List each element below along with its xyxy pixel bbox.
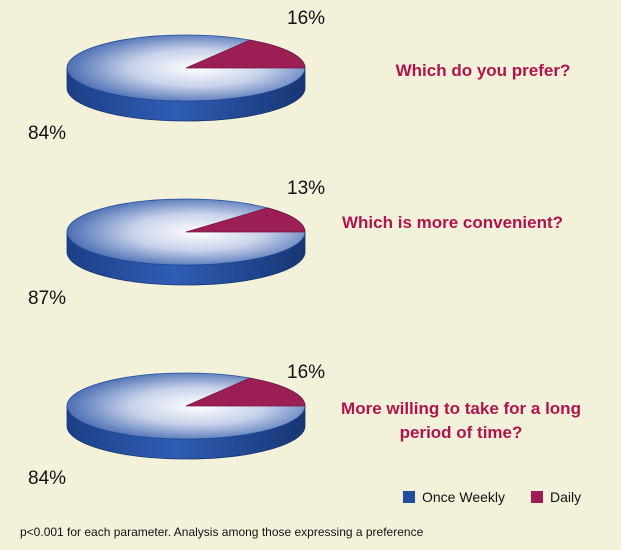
pie-chart-prefer bbox=[66, 34, 306, 122]
pie-slice-daily bbox=[185, 377, 306, 407]
pie-chart-convenient bbox=[66, 198, 306, 286]
question-long-period: More willing to take for a long period o… bbox=[341, 399, 581, 442]
pie-slice-daily bbox=[185, 207, 306, 233]
legend-label-daily: Daily bbox=[550, 489, 582, 505]
question-prefer: Which do you prefer? bbox=[395, 61, 571, 80]
pie-2-daily-pct: 13% bbox=[287, 178, 326, 199]
footnote: p<0.001 for each parameter. Analysis amo… bbox=[20, 525, 424, 539]
legend-item-daily: Daily bbox=[531, 489, 581, 505]
legend-swatch-once-weekly bbox=[403, 491, 415, 503]
pie-3-daily-pct: 16% bbox=[287, 362, 326, 383]
pie-3-weekly-pct: 84% bbox=[28, 468, 67, 489]
pie-2-weekly-pct: 87% bbox=[28, 288, 67, 309]
pie-1-weekly-pct: 84% bbox=[28, 123, 67, 144]
pie-1-daily-pct: 16% bbox=[287, 8, 326, 29]
legend-label-once-weekly: Once Weekly bbox=[422, 489, 505, 505]
pie-chart-long-period bbox=[66, 372, 306, 460]
legend-swatch-daily bbox=[531, 491, 543, 503]
question-convenient: Which is more convenient? bbox=[342, 213, 564, 232]
legend-item-once-weekly: Once Weekly bbox=[403, 489, 505, 505]
pie-slice-daily bbox=[185, 39, 306, 69]
